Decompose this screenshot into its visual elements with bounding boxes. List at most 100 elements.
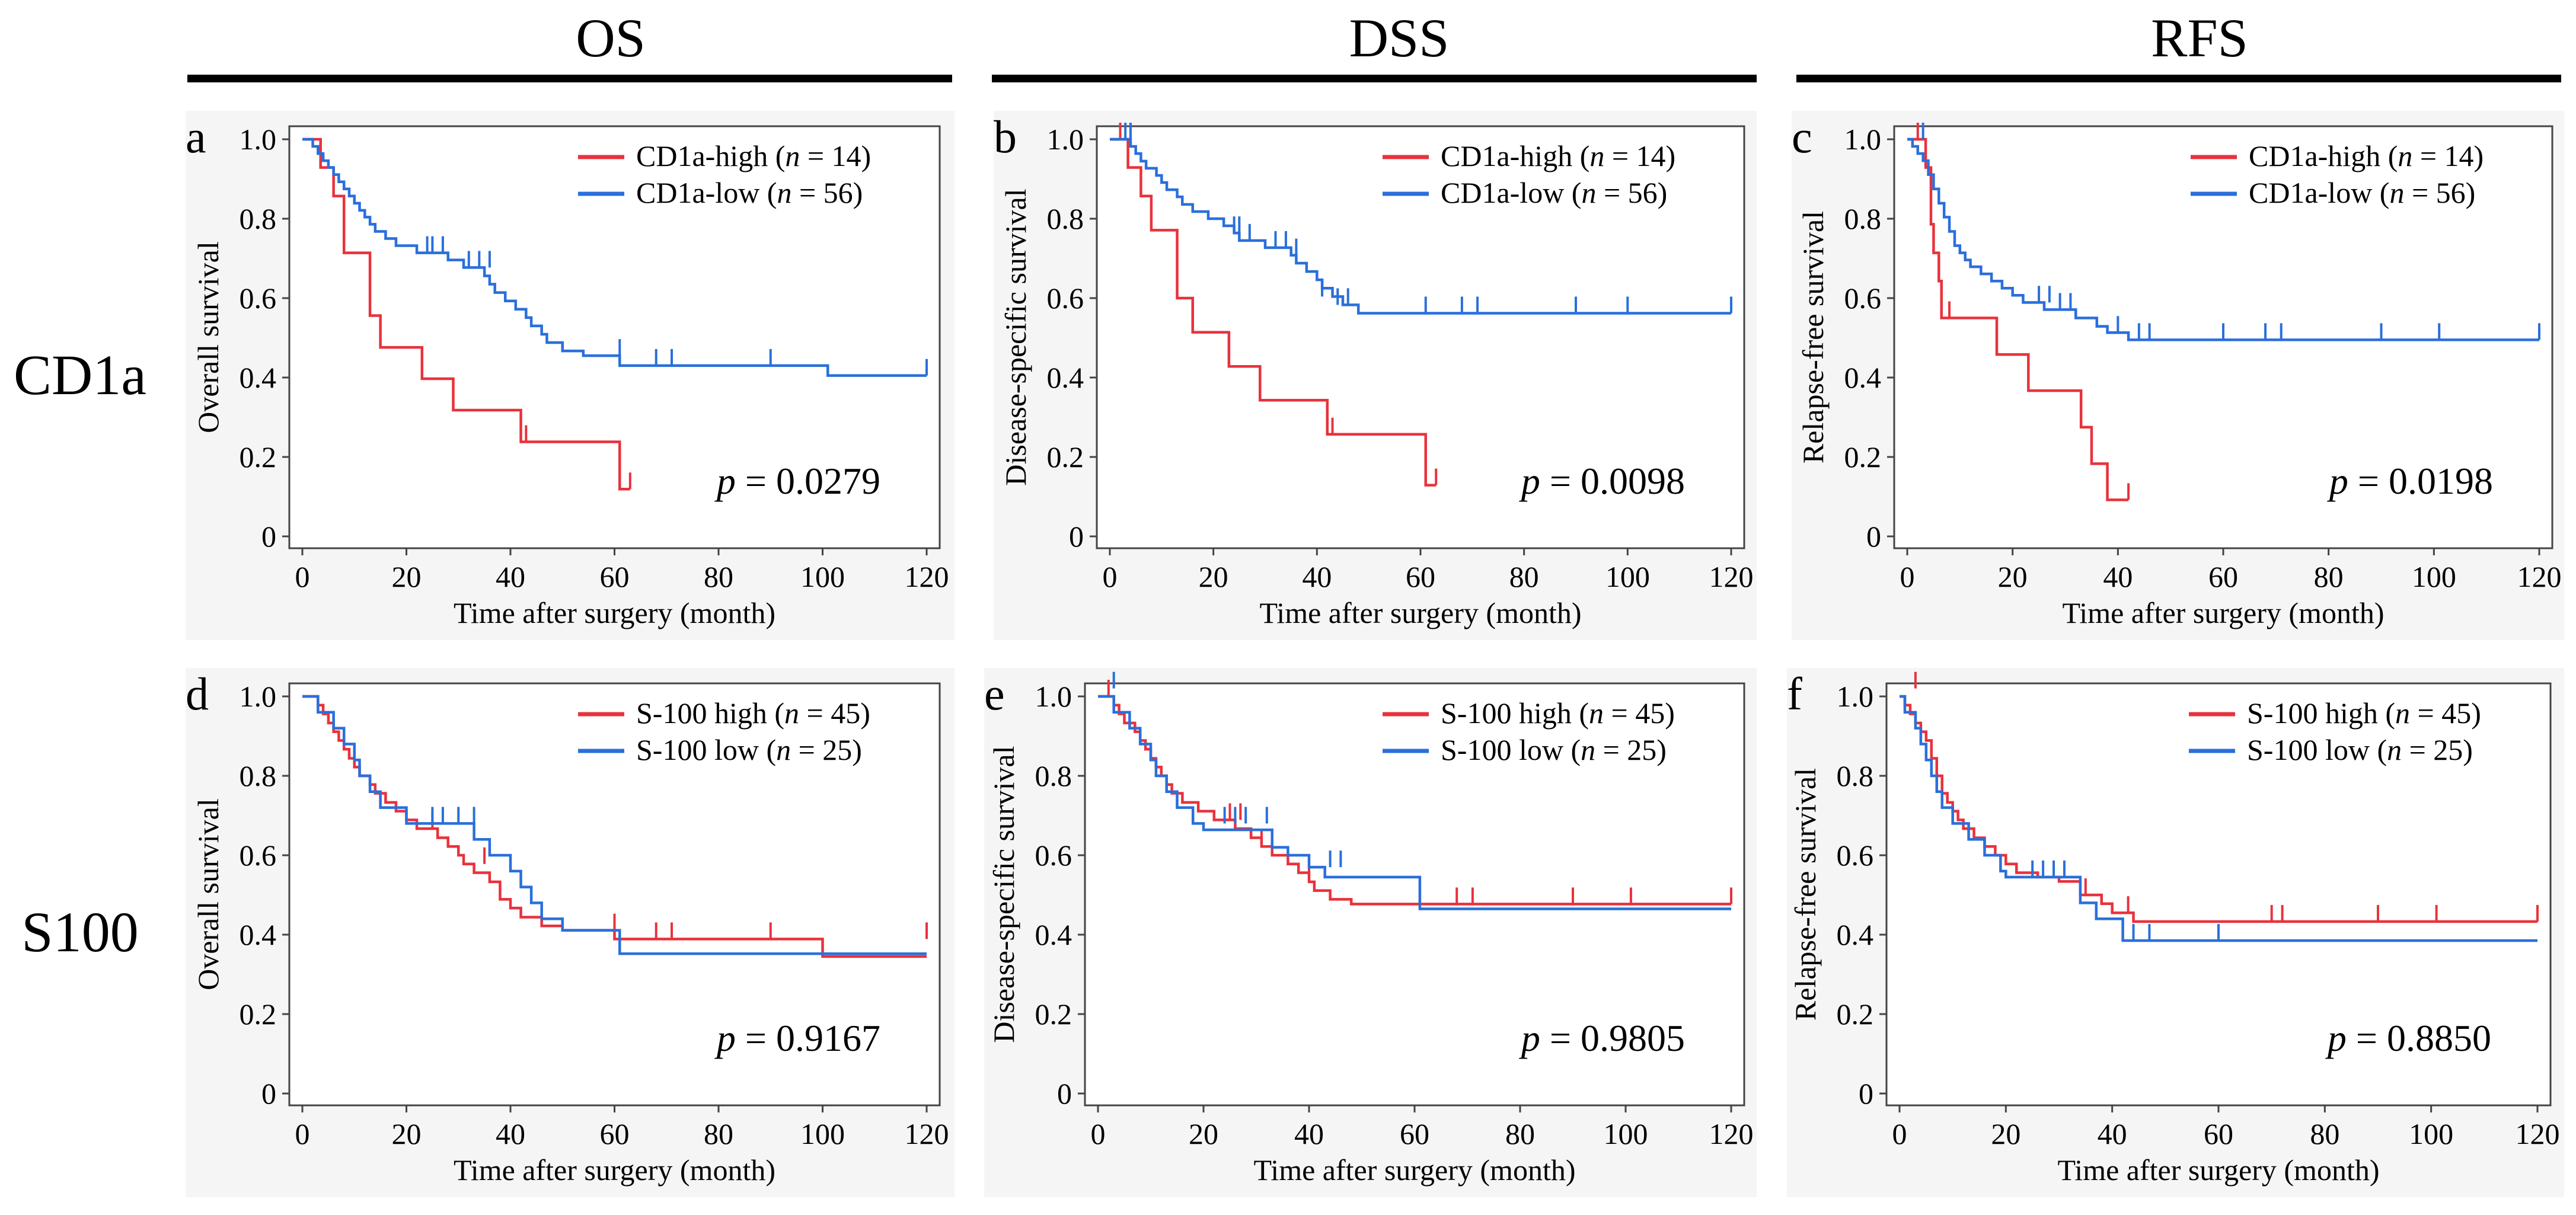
panel-letter: e [984,668,1005,720]
legend-entry: CD1a-high (n = 14) [1441,139,1675,172]
plot-area [1096,125,1745,549]
km-curve-high [1098,695,1731,906]
legend-label: S-100 low ( [636,733,776,766]
x-tick-label: 100 [1604,1117,1648,1150]
legend-entry: S-100 high (n = 45) [636,696,870,730]
panel-d: d 0 0.2 0.4 0.6 0.8 1.0 0 20 40 60 80 100 120 Time aft… [186,668,955,1197]
x-tick-label: 60 [600,560,630,593]
y-axis-label: Overall survival [191,798,225,990]
x-tick-label: 60 [1400,1117,1429,1150]
legend-count: = 56) [791,176,863,209]
p-value-number: = 0.9167 [745,1017,880,1059]
legend-entry: S-100 low (n = 25) [636,733,862,766]
panel-b: b 0 0.2 0.4 0.6 0.8 1.0 0 20 40 60 80 100 120 Time aft… [994,111,1757,640]
legend-label: CD1a-low ( [636,176,777,209]
x-tick-label: 60 [2208,560,2238,593]
legend-entry: S-100 high (n = 45) [2247,696,2481,730]
x-tick-label: 0 [295,1117,310,1150]
x-tick-label: 120 [905,1117,949,1150]
x-tick-label: 80 [2314,560,2344,593]
legend-n: n [2395,696,2410,730]
km-curve-low [1900,695,2537,942]
legend-label: CD1a-low ( [2249,176,2389,209]
legend-count: = 14) [2412,139,2484,172]
plot-area [288,682,941,1107]
x-axis-label: Time after surgery (month) [2063,596,2385,629]
y-tick-label: 0.4 [1837,918,1874,951]
y-tick-label: 1.0 [1844,123,1882,156]
p-symbol: p [1519,460,1550,502]
row-label-cd1a: CD1a [14,343,146,407]
y-tick-label: 0.8 [240,202,277,235]
legend-entry: CD1a-low (n = 56) [2249,176,2475,209]
y-tick-label: 0.4 [240,918,277,951]
y-tick-label: 1.0 [240,123,277,156]
legend-label: S-100 high ( [2247,696,2395,730]
y-tick-label: 0.2 [1837,997,1874,1031]
km-curve-high [1110,138,1437,487]
x-tick-label: 100 [2412,560,2456,593]
x-tick-label: 100 [800,560,845,593]
y-tick-label: 1.0 [1837,680,1874,713]
panel-letter: d [186,668,209,720]
legend-entry: CD1a-low (n = 56) [636,176,863,209]
p-value-number: = 0.0098 [1550,460,1685,502]
y-tick-label: 0.2 [240,997,277,1031]
x-tick-label: 0 [1091,1117,1106,1150]
x-tick-label: 80 [2310,1117,2339,1150]
panel-a: a 0 0.2 0.4 0.6 0.8 1.0 0 20 40 60 80 100 120 Time aft… [186,111,955,640]
x-tick-label: 120 [905,560,949,593]
legend-label: CD1a-low ( [1441,176,1581,209]
p-value: p = 0.0279 [714,460,880,502]
column-header-rfs: RFS [2151,8,2248,68]
legend-n: n [785,139,800,172]
x-tick-label: 80 [1509,560,1539,593]
x-tick-label: 60 [600,1117,630,1150]
x-axis-label: Time after surgery (month) [1260,596,1582,629]
x-tick-label: 100 [1605,560,1650,593]
y-tick-label: 0.8 [1837,759,1874,792]
y-tick-label: 0 [261,520,276,553]
legend-entry: S-100 low (n = 25) [1441,733,1667,766]
p-symbol: p [714,1017,745,1059]
p-value: p = 0.0198 [2327,460,2493,502]
plot-area [1885,682,2552,1107]
km-curve-low [1907,138,2539,341]
p-value: p = 0.9805 [1519,1017,1685,1059]
p-symbol: p [2327,460,2358,502]
p-symbol: p [714,460,745,502]
legend-n: n [777,176,791,209]
x-tick-label: 0 [1892,1117,1907,1150]
column-header-rule-os [187,75,952,82]
y-tick-label: 0.6 [240,839,277,872]
x-axis-label: Time after surgery (month) [1254,1153,1576,1187]
x-tick-label: 60 [2204,1117,2233,1150]
p-value-number: = 0.8850 [2356,1017,2491,1059]
x-tick-label: 0 [1900,560,1915,593]
p-symbol: p [2325,1017,2356,1059]
legend-count: = 14) [800,139,871,172]
x-tick-label: 80 [1505,1117,1535,1150]
legend-count: = 45) [799,696,870,730]
x-tick-label: 0 [1103,560,1118,593]
legend-n: n [2398,139,2412,172]
x-tick-label: 20 [392,560,422,593]
legend-entry: CD1a-high (n = 14) [2249,139,2484,172]
km-curve-low [1098,695,1731,910]
legend-n: n [1589,696,1604,730]
y-tick-label: 0.4 [240,361,277,394]
x-tick-label: 80 [704,560,733,593]
y-axis-label: Disease-specific survival [987,746,1020,1043]
x-tick-label: 40 [2098,1117,2127,1150]
x-axis-label: Time after surgery (month) [454,596,775,629]
x-tick-label: 20 [392,1117,422,1150]
column-header-rule-rfs [1796,75,2561,82]
y-tick-label: 1.0 [240,680,277,713]
legend-entry: S-100 low (n = 25) [2247,733,2473,766]
panel-letter: c [1792,111,1812,162]
x-tick-label: 40 [2103,560,2133,593]
y-tick-label: 0.6 [1844,282,1882,315]
x-tick-label: 80 [704,1117,733,1150]
x-tick-label: 120 [1709,560,1754,593]
